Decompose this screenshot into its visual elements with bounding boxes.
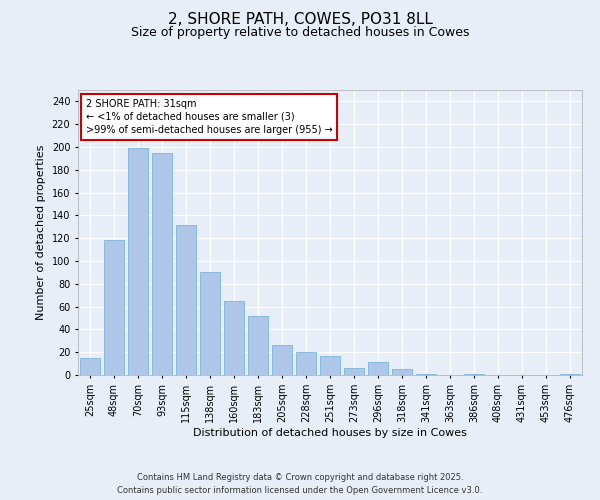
X-axis label: Distribution of detached houses by size in Cowes: Distribution of detached houses by size … — [193, 428, 467, 438]
Bar — [152, 152, 172, 375]
Bar — [272, 346, 292, 375]
Bar — [320, 356, 340, 375]
Bar — [104, 240, 124, 375]
Bar — [416, 374, 436, 375]
Bar — [560, 374, 580, 375]
Text: Size of property relative to detached houses in Cowes: Size of property relative to detached ho… — [131, 26, 469, 39]
Bar — [296, 352, 316, 375]
Bar — [200, 272, 220, 375]
Y-axis label: Number of detached properties: Number of detached properties — [36, 145, 46, 320]
Bar — [344, 368, 364, 375]
Text: Contains HM Land Registry data © Crown copyright and database right 2025.
Contai: Contains HM Land Registry data © Crown c… — [118, 474, 482, 495]
Bar — [224, 301, 244, 375]
Text: 2, SHORE PATH, COWES, PO31 8LL: 2, SHORE PATH, COWES, PO31 8LL — [167, 12, 433, 28]
Bar — [392, 370, 412, 375]
Bar — [464, 374, 484, 375]
Bar — [368, 362, 388, 375]
Text: 2 SHORE PATH: 31sqm
← <1% of detached houses are smaller (3)
>99% of semi-detach: 2 SHORE PATH: 31sqm ← <1% of detached ho… — [86, 98, 332, 135]
Bar — [248, 316, 268, 375]
Bar — [80, 358, 100, 375]
Bar — [128, 148, 148, 375]
Bar — [176, 224, 196, 375]
